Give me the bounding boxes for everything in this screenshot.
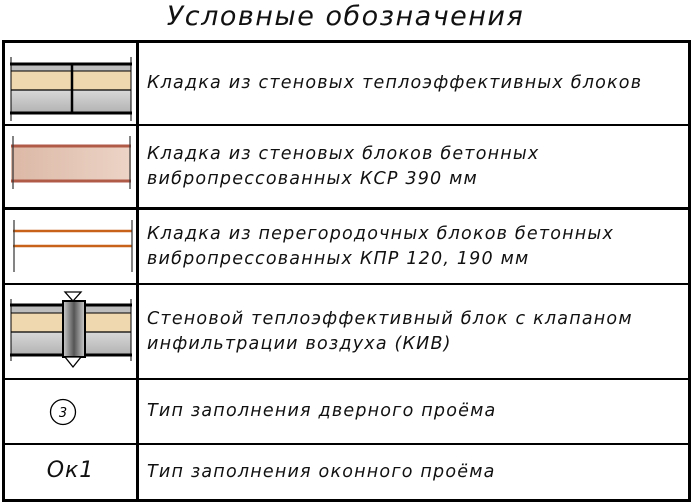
- legend-table: Кладка из стеновых теплоэффективных блок…: [2, 40, 691, 502]
- description-line: инфильтрации воздуха (КИВ): [147, 333, 452, 354]
- legend-description: Кладка из стеновых блоков бетонных вибро…: [147, 126, 684, 207]
- description-line: Кладка из перегородочных блоков бетонных: [147, 223, 615, 244]
- row-divider: [5, 378, 688, 380]
- description-line: Кладка из стеновых блоков бетонных: [147, 143, 540, 164]
- description-line: Стеновой теплоэффективный блок с клапано…: [147, 308, 633, 329]
- legend-description: Кладка из перегородочных блоков бетонных…: [147, 210, 684, 283]
- description-line: Тип заполнения дверного проёма: [147, 401, 497, 421]
- legend-description: Тип заполнения дверного проёма: [147, 380, 684, 443]
- ksr-block-wall-icon: [5, 126, 136, 207]
- door-type-number: 3: [59, 406, 67, 421]
- door-type-marker-icon: 3: [5, 380, 136, 443]
- description-line: Тип заполнения оконного проёма: [147, 461, 496, 482]
- row-divider: [5, 207, 688, 210]
- kpr-partition-wall-icon: [5, 210, 136, 283]
- description-line: вибропрессованных КСР 390 мм: [147, 168, 478, 189]
- legend-title: Условные обозначения: [166, 1, 525, 32]
- row-divider: [5, 124, 688, 126]
- description-line: Кладка из стеновых теплоэффективных блок…: [147, 73, 643, 93]
- window-type-marker: Ок1: [46, 458, 95, 483]
- kiv-valve-block-icon: [5, 285, 136, 378]
- thermal-block-wall-icon: [5, 43, 136, 124]
- legend-description: Тип заполнения оконного проёма: [147, 445, 684, 499]
- row-divider: [5, 443, 688, 445]
- row-divider: [5, 283, 688, 285]
- column-divider: [136, 43, 139, 499]
- legend-description: Стеновой теплоэффективный блок с клапано…: [147, 285, 684, 378]
- legend-description: Кладка из стеновых теплоэффективных блок…: [147, 43, 684, 124]
- description-line: вибропрессованных КПР 120, 190 мм: [147, 248, 530, 269]
